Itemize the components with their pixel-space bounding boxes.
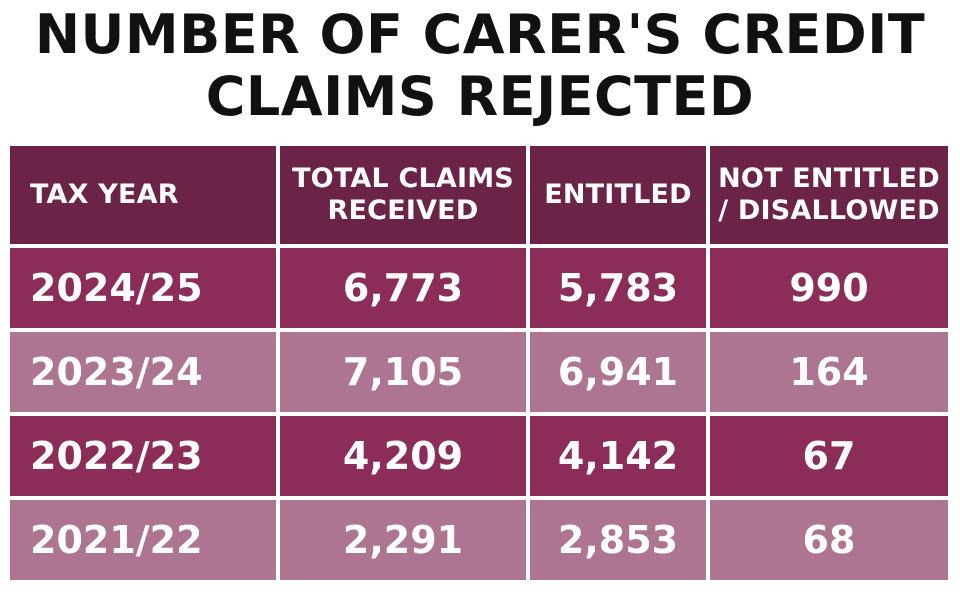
header-not-entitled: NOT ENTITLED / DISALLOWED — [710, 146, 948, 244]
cell-entitled: 6,941 — [530, 332, 706, 412]
cell-total-claims: 7,105 — [280, 332, 526, 412]
cell-tax-year: 2021/22 — [10, 500, 276, 580]
cell-not-entitled: 67 — [710, 416, 948, 496]
cell-not-entitled: 68 — [710, 500, 948, 580]
cell-entitled: 5,783 — [530, 248, 706, 328]
cell-total-claims: 4,209 — [280, 416, 526, 496]
header-not-entitled-label: NOT ENTITLED / DISALLOWED — [718, 163, 940, 226]
header-entitled: ENTITLED — [530, 146, 706, 244]
cell-entitled: 2,853 — [530, 500, 706, 580]
cell-tax-year: 2024/25 — [10, 248, 276, 328]
cell-tax-year: 2023/24 — [10, 332, 276, 412]
header-total-claims: TOTAL CLAIMS RECEIVED — [280, 146, 526, 244]
header-entitled-label: ENTITLED — [544, 179, 692, 210]
cell-entitled: 4,142 — [530, 416, 706, 496]
header-tax-year-label: TAX YEAR — [30, 179, 179, 210]
header-tax-year: TAX YEAR — [10, 146, 276, 244]
cell-total-claims: 2,291 — [280, 500, 526, 580]
cell-total-claims: 6,773 — [280, 248, 526, 328]
header-total-claims-label: TOTAL CLAIMS RECEIVED — [292, 163, 514, 226]
page-title: NUMBER OF CARER'S CREDIT CLAIMS REJECTED — [34, 3, 926, 128]
cell-not-entitled: 164 — [710, 332, 948, 412]
cell-tax-year: 2022/23 — [10, 416, 276, 496]
cell-not-entitled: 990 — [710, 248, 948, 328]
